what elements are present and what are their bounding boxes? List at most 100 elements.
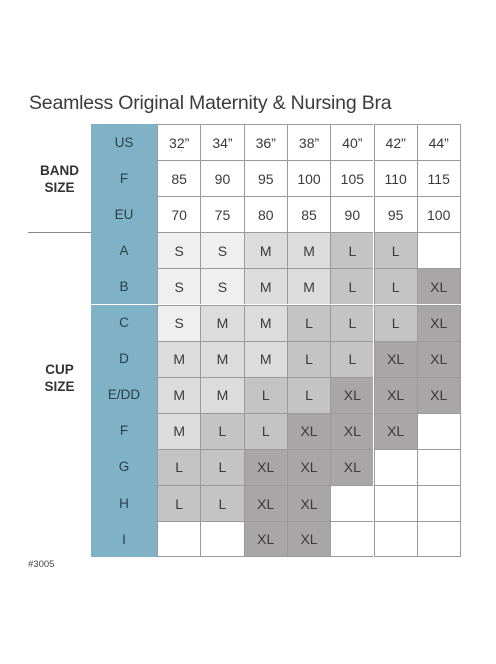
band-row-key: F (91, 160, 157, 197)
cup-cell: XL (416, 268, 461, 305)
cup-cell: M (200, 340, 244, 377)
cup-cell (373, 485, 417, 522)
band-cell: 95 (243, 160, 287, 197)
band-cell: 110 (373, 160, 417, 197)
cup-cell: M (157, 412, 201, 449)
band-label-line-2: SIZE (44, 180, 75, 195)
cup-cell: L (200, 448, 244, 485)
cup-cell: L (286, 376, 331, 413)
cup-cell (200, 521, 244, 558)
cup-cell: M (243, 232, 287, 269)
cup-cell: XL (243, 521, 287, 558)
cup-cell: L (373, 304, 417, 341)
cup-row-key: E/DD (91, 376, 157, 413)
cup-cell: XL (286, 521, 331, 558)
cup-label-line-2: SIZE (44, 379, 75, 394)
cup-row-key: I (91, 521, 157, 558)
cup-cell (373, 448, 417, 485)
cup-cell: XL (330, 376, 374, 413)
cup-cell: S (157, 304, 201, 341)
band-row-key: EU (91, 196, 157, 233)
cup-cell: L (286, 304, 331, 341)
cup-row-key: G (91, 448, 157, 485)
cup-row-key: H (91, 485, 157, 522)
cup-cell: XL (330, 412, 374, 449)
cup-cell: L (330, 304, 374, 341)
cup-cell: XL (416, 340, 461, 377)
cup-cell: M (243, 268, 287, 305)
cup-cell: M (243, 304, 287, 341)
cup-row-key: B (91, 268, 157, 305)
cup-cell: L (373, 232, 417, 269)
band-cell: 90 (330, 196, 374, 233)
cup-cell: XL (330, 448, 374, 485)
cup-cell: M (286, 232, 331, 269)
style-code: #3005 (28, 559, 55, 570)
cup-cell: M (200, 376, 244, 413)
band-cell: 95 (373, 196, 417, 233)
cup-cell: XL (373, 412, 417, 449)
cup-cell: L (330, 340, 374, 377)
cup-cell: L (243, 412, 287, 449)
cup-cell: XL (416, 376, 461, 413)
cup-cell: S (200, 268, 244, 305)
cup-row-key: D (91, 340, 157, 377)
band-cell: 36” (243, 124, 287, 161)
cup-cell: XL (286, 412, 331, 449)
band-cell: 85 (157, 160, 201, 197)
band-cell: 44” (416, 124, 461, 161)
cup-cell: M (157, 340, 201, 377)
size-chart-grid: BAND SIZE CUP SIZE US 32” 34” 36” 38” 40” 42” 4… (28, 124, 462, 558)
band-cell: 100 (286, 160, 331, 197)
cup-row-key: F (91, 412, 157, 449)
cup-cell: M (200, 304, 244, 341)
cup-cell: L (330, 268, 374, 305)
cup-cell (157, 521, 201, 558)
band-cell: 80 (243, 196, 287, 233)
cup-cell: XL (373, 376, 417, 413)
band-row-key: US (91, 124, 157, 161)
cup-cell: XL (286, 448, 331, 485)
band-cell: 40” (330, 124, 374, 161)
band-cell: 105 (330, 160, 374, 197)
cup-cell: M (286, 268, 331, 305)
cup-cell (330, 521, 374, 558)
cup-label-line-1: CUP (45, 362, 74, 377)
chart-title: Seamless Original Maternity & Nursing Br… (29, 92, 392, 114)
cup-cell: XL (416, 304, 461, 341)
band-cell: 85 (286, 196, 331, 233)
cup-cell: L (200, 485, 244, 522)
cup-size-label: CUP SIZE (28, 361, 91, 395)
cup-cell: L (243, 376, 287, 413)
band-cell: 70 (157, 196, 201, 233)
band-cell: 32” (157, 124, 201, 161)
cup-cell: XL (243, 448, 287, 485)
cup-cell (416, 521, 461, 558)
band-cell: 42” (373, 124, 417, 161)
cup-cell: L (200, 412, 244, 449)
cup-cell (416, 448, 461, 485)
band-cell: 75 (200, 196, 244, 233)
cup-cell: S (157, 268, 201, 305)
cup-cell (330, 485, 374, 522)
cup-cell: M (243, 340, 287, 377)
band-cell: 38” (286, 124, 331, 161)
cup-cell: XL (243, 485, 287, 522)
band-size-label: BAND SIZE (28, 162, 91, 196)
cup-cell: S (200, 232, 244, 269)
cup-cell: L (330, 232, 374, 269)
cup-cell: XL (373, 340, 417, 377)
cup-cell: M (157, 376, 201, 413)
cup-cell: S (157, 232, 201, 269)
cup-cell (416, 412, 461, 449)
band-cell: 90 (200, 160, 244, 197)
cup-cell (373, 521, 417, 558)
cup-cell: L (157, 448, 201, 485)
cup-row-key: A (91, 232, 157, 269)
cup-cell (416, 232, 461, 269)
cup-cell: L (373, 268, 417, 305)
cup-cell: L (157, 485, 201, 522)
cup-cell: XL (286, 485, 331, 522)
band-cell: 34” (200, 124, 244, 161)
band-cell: 100 (416, 196, 461, 233)
